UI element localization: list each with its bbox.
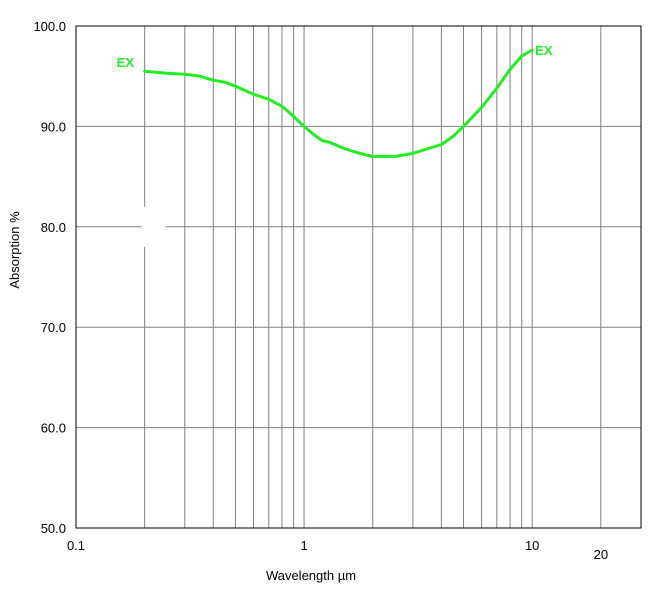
x-tick-label: 0.1 bbox=[67, 538, 85, 553]
plot-frame bbox=[75, 25, 642, 529]
y-tick-label: 60.0 bbox=[41, 421, 66, 436]
grid-gap bbox=[141, 206, 166, 247]
y-tick-label: 70.0 bbox=[41, 320, 66, 335]
y-tick-label: 90.0 bbox=[41, 119, 66, 134]
grid bbox=[76, 25, 641, 529]
series-line bbox=[143, 48, 534, 158]
y-tick-labels: 100.0 90.0 80.0 70.0 60.0 50.0 bbox=[33, 19, 66, 536]
y-tick-label: 80.0 bbox=[41, 220, 66, 235]
x-tick-label: 20 bbox=[594, 547, 608, 562]
x-axis-label: Wavelength µm bbox=[266, 568, 356, 583]
series-end-label: EX bbox=[535, 43, 553, 58]
series-start-label: EX bbox=[117, 55, 135, 70]
y-tick-label: 50.0 bbox=[41, 521, 66, 536]
x-tick-label: 1 bbox=[300, 538, 307, 553]
series-group: EX EX bbox=[117, 43, 553, 158]
y-tick-label: 100.0 bbox=[33, 19, 66, 34]
y-axis-label: Absorption % bbox=[7, 211, 22, 289]
x-tick-labels: 0.1 1 10 20 bbox=[67, 538, 608, 562]
x-tick-label: 10 bbox=[525, 538, 539, 553]
